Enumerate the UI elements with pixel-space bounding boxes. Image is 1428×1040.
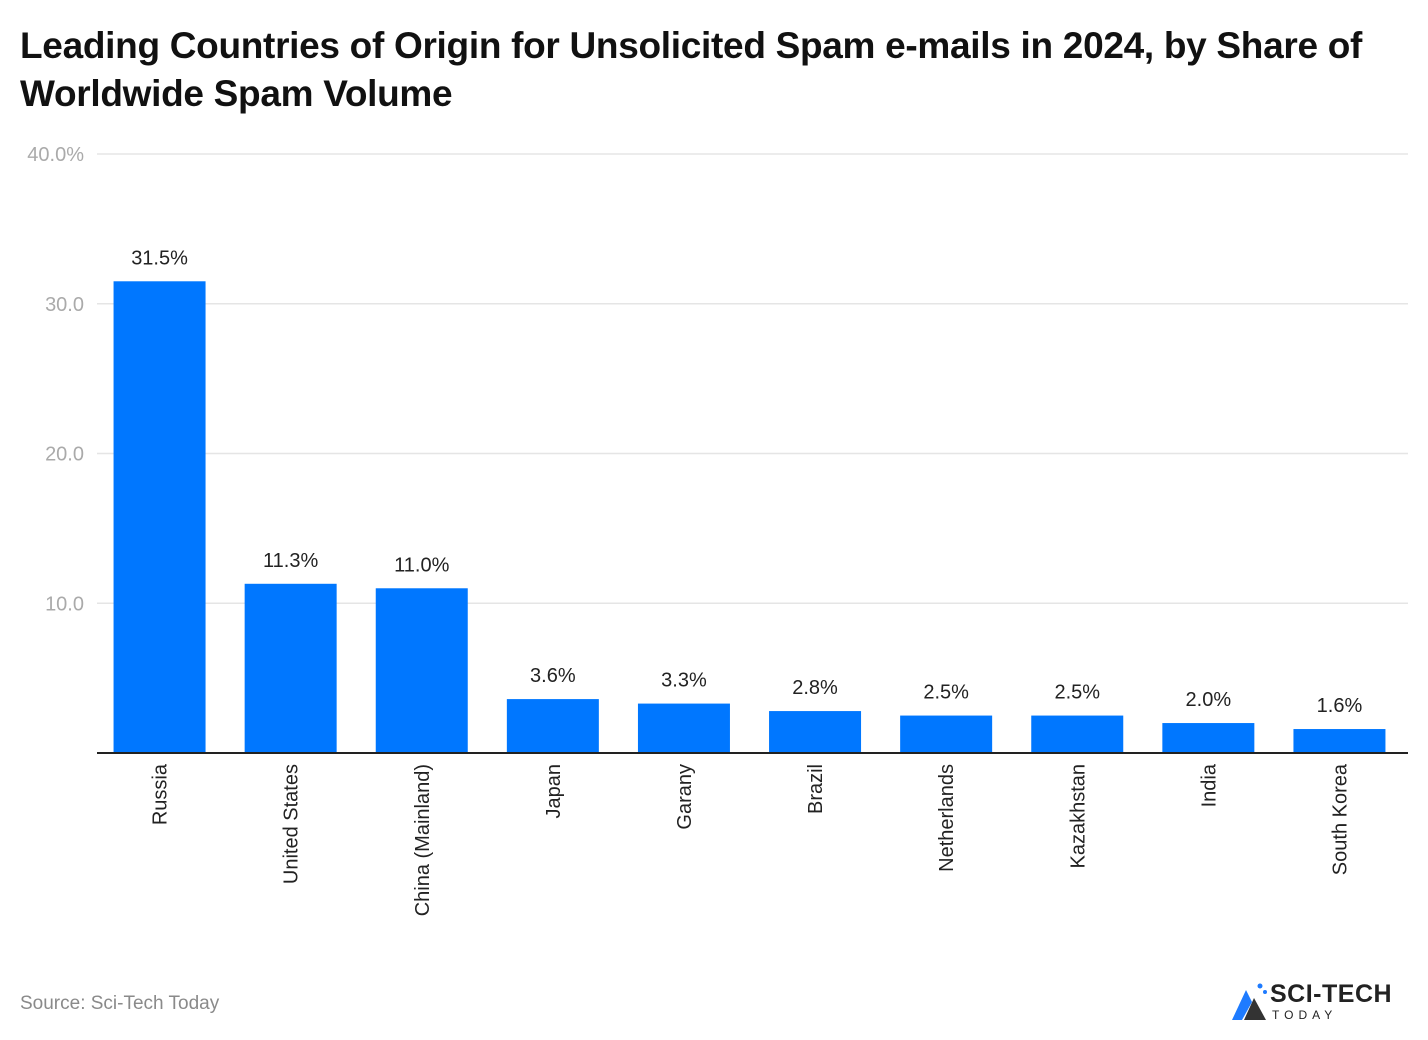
logo-main-text: SCI-TECH bbox=[1270, 980, 1393, 1008]
bar bbox=[1162, 723, 1255, 753]
bar bbox=[1031, 715, 1124, 753]
bar bbox=[375, 588, 468, 753]
data-label: 2.5% bbox=[1054, 682, 1100, 704]
data-label: 31.5% bbox=[131, 247, 188, 269]
bar bbox=[244, 583, 337, 753]
bar bbox=[637, 703, 730, 753]
sci-tech-logo: SCI-TECH TODAY bbox=[1230, 980, 1410, 1026]
x-tick-label: South Korea bbox=[1329, 763, 1351, 875]
chart-title: Leading Countries of Origin for Unsolici… bbox=[20, 25, 1363, 114]
x-tick-label: Japan bbox=[543, 764, 565, 819]
data-label: 11.3% bbox=[263, 550, 318, 572]
logo-icon bbox=[1232, 983, 1267, 1020]
y-tick-label: 40.0% bbox=[27, 144, 84, 166]
bar bbox=[506, 699, 599, 753]
x-tick-label: Kazakhstan bbox=[1067, 764, 1089, 869]
data-label: 2.0% bbox=[1186, 689, 1232, 711]
y-tick-label: 20.0 bbox=[45, 444, 84, 466]
bar bbox=[769, 711, 862, 753]
y-tick-label: 10.0 bbox=[45, 593, 84, 615]
x-tick-label: India bbox=[1198, 763, 1220, 807]
data-label: 2.5% bbox=[923, 682, 969, 704]
data-label: 3.3% bbox=[661, 670, 707, 692]
x-tick-label: Brazil bbox=[805, 764, 827, 814]
data-label: 11.0% bbox=[394, 554, 449, 576]
data-label: 3.6% bbox=[530, 665, 576, 687]
bar bbox=[1293, 729, 1386, 753]
source-note: Source: Sci-Tech Today bbox=[20, 993, 220, 1014]
y-tick-label: 30.0 bbox=[45, 294, 84, 316]
bar bbox=[113, 281, 206, 753]
x-tick-label: Netherlands bbox=[936, 764, 958, 872]
x-tick-label: China (Mainland) bbox=[412, 764, 434, 916]
data-label: 2.8% bbox=[792, 677, 838, 699]
x-tick-label: Russia bbox=[150, 763, 172, 825]
x-tick-label: Garany bbox=[674, 764, 696, 830]
x-tick-label: United States bbox=[281, 764, 303, 884]
logo-sub-text: TODAY bbox=[1272, 1008, 1338, 1022]
bar bbox=[900, 715, 993, 753]
data-label: 1.6% bbox=[1317, 695, 1363, 717]
